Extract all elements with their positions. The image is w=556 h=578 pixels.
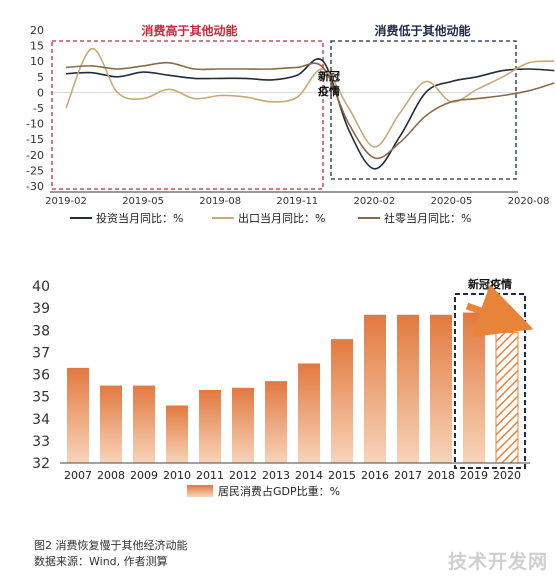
y-tick-label: 39 — [32, 301, 50, 317]
line-chart: 20 15 10 5 0 -5 -10 -15 -20 -25 -30 2019-02 2019-05… — [26, 23, 555, 225]
x-tick-label: 2016 — [361, 469, 389, 482]
x-tick-label: 2014 — [295, 469, 323, 482]
series-lines — [65, 47, 555, 170]
bar — [100, 385, 122, 463]
right-box-label: 消费低于其他动能 — [374, 23, 470, 38]
bar — [298, 363, 320, 463]
y-tick-label: 34 — [32, 412, 50, 428]
series-line — [65, 47, 555, 148]
y-tick-label: 35 — [32, 390, 50, 406]
x-tick-labels: 2007 2008 2009 2010 2011 2012 2013 2014 2015 2016… — [64, 469, 521, 482]
y-tick-labels: 20 15 10 5 0 -5 -10 -15 -20 -25 -30 — [26, 24, 44, 193]
x-tick-labels: 2019-02 2019-05 2019-08 2019-11 2020-02 2020-… — [45, 196, 549, 207]
bar — [331, 339, 353, 463]
figure-caption: 图2 消费恢复慢于其他经济动能 — [34, 539, 188, 552]
y-tick-label: 20 — [30, 24, 44, 37]
legend-swatch — [187, 485, 213, 497]
y-tick-label: -10 — [26, 118, 44, 131]
y-tick-label: -5 — [33, 102, 44, 115]
x-tick-label: 2013 — [262, 469, 290, 482]
x-tick-label: 2011 — [196, 469, 224, 482]
y-tick-label: -30 — [26, 180, 44, 193]
x-tick-label: 2019 — [460, 469, 488, 482]
y-gridlines — [50, 92, 518, 193]
bar — [67, 367, 89, 463]
y-tick-label: 36 — [32, 368, 50, 384]
legend-label: 出口当月同比：% — [238, 211, 325, 225]
y-tick-label: -25 — [26, 164, 44, 177]
y-tick-label: 15 — [30, 40, 44, 53]
annotations: 新冠疫情 — [454, 277, 534, 469]
annotation-boxes — [51, 40, 517, 190]
x-tick-label: 2018 — [427, 469, 455, 482]
y-tick-label: 37 — [32, 345, 50, 361]
y-tick-label: 5 — [37, 71, 44, 84]
legend-label: 居民消费占GDP比重：% — [218, 484, 340, 498]
y-tick-label: 38 — [32, 323, 50, 339]
right-annotation-box — [330, 40, 517, 180]
x-tick-label: 2020 — [493, 469, 521, 482]
bar — [430, 314, 452, 463]
legend: 居民消费占GDP比重：% — [187, 484, 340, 498]
x-tick-label: 2019-02 — [45, 196, 87, 207]
bar — [364, 314, 386, 463]
series-line — [65, 61, 555, 160]
legend-label: 投资当月同比：% — [96, 211, 183, 225]
x-tick-label: 2019-05 — [122, 196, 164, 207]
y-tick-labels: 40 39 38 37 36 35 34 33 32 — [32, 279, 50, 472]
x-tick-label: 2012 — [229, 469, 257, 482]
y-tick-label: -15 — [26, 133, 44, 146]
y-tick-label: 32 — [32, 456, 50, 472]
bar — [397, 314, 419, 463]
y-tick-label: 0 — [37, 86, 44, 99]
series-line — [65, 58, 555, 170]
x-tick-label: 2008 — [97, 469, 125, 482]
event-label: 疫情 — [318, 84, 340, 98]
bars — [67, 312, 519, 464]
x-tick-label: 2010 — [163, 469, 191, 482]
bar — [495, 331, 519, 464]
legend: 投资当月同比：% 出口当月同比：% 社零当月同比：% — [70, 211, 471, 225]
left-box-label: 消费高于其他动能 — [141, 23, 237, 38]
x-tick-label: 2019-08 — [199, 196, 241, 207]
bar — [232, 387, 254, 463]
watermark: 技术开发网 — [447, 551, 548, 573]
y-tick-label: 10 — [30, 55, 44, 68]
y-tick-label: 33 — [32, 434, 50, 450]
x-tick-label: 2009 — [130, 469, 158, 482]
x-tick-label: 2017 — [394, 469, 422, 482]
bar — [133, 385, 155, 463]
x-tick-label: 2020-05 — [431, 196, 473, 207]
x-tick-label: 2007 — [64, 469, 92, 482]
y-tick-label: 40 — [32, 279, 50, 295]
x-tick-label: 2019-11 — [276, 196, 318, 207]
x-tick-label: 2020-02 — [354, 196, 396, 207]
y-tick-label: -20 — [26, 149, 44, 162]
x-tick-label: 2020-08 — [508, 196, 550, 207]
left-annotation-box — [51, 40, 324, 190]
covid-box-label: 新冠疫情 — [468, 277, 512, 291]
data-source: 数据来源：Wind, 作者测算 — [34, 555, 168, 568]
bar — [166, 405, 188, 463]
bar — [265, 381, 287, 463]
decline-arrow-icon — [465, 284, 534, 338]
bar — [463, 312, 485, 463]
x-tick-label: 2015 — [328, 469, 356, 482]
bar — [199, 389, 221, 463]
event-label: 新冠 — [318, 69, 340, 83]
legend-label: 社零当月同比：% — [384, 211, 471, 225]
